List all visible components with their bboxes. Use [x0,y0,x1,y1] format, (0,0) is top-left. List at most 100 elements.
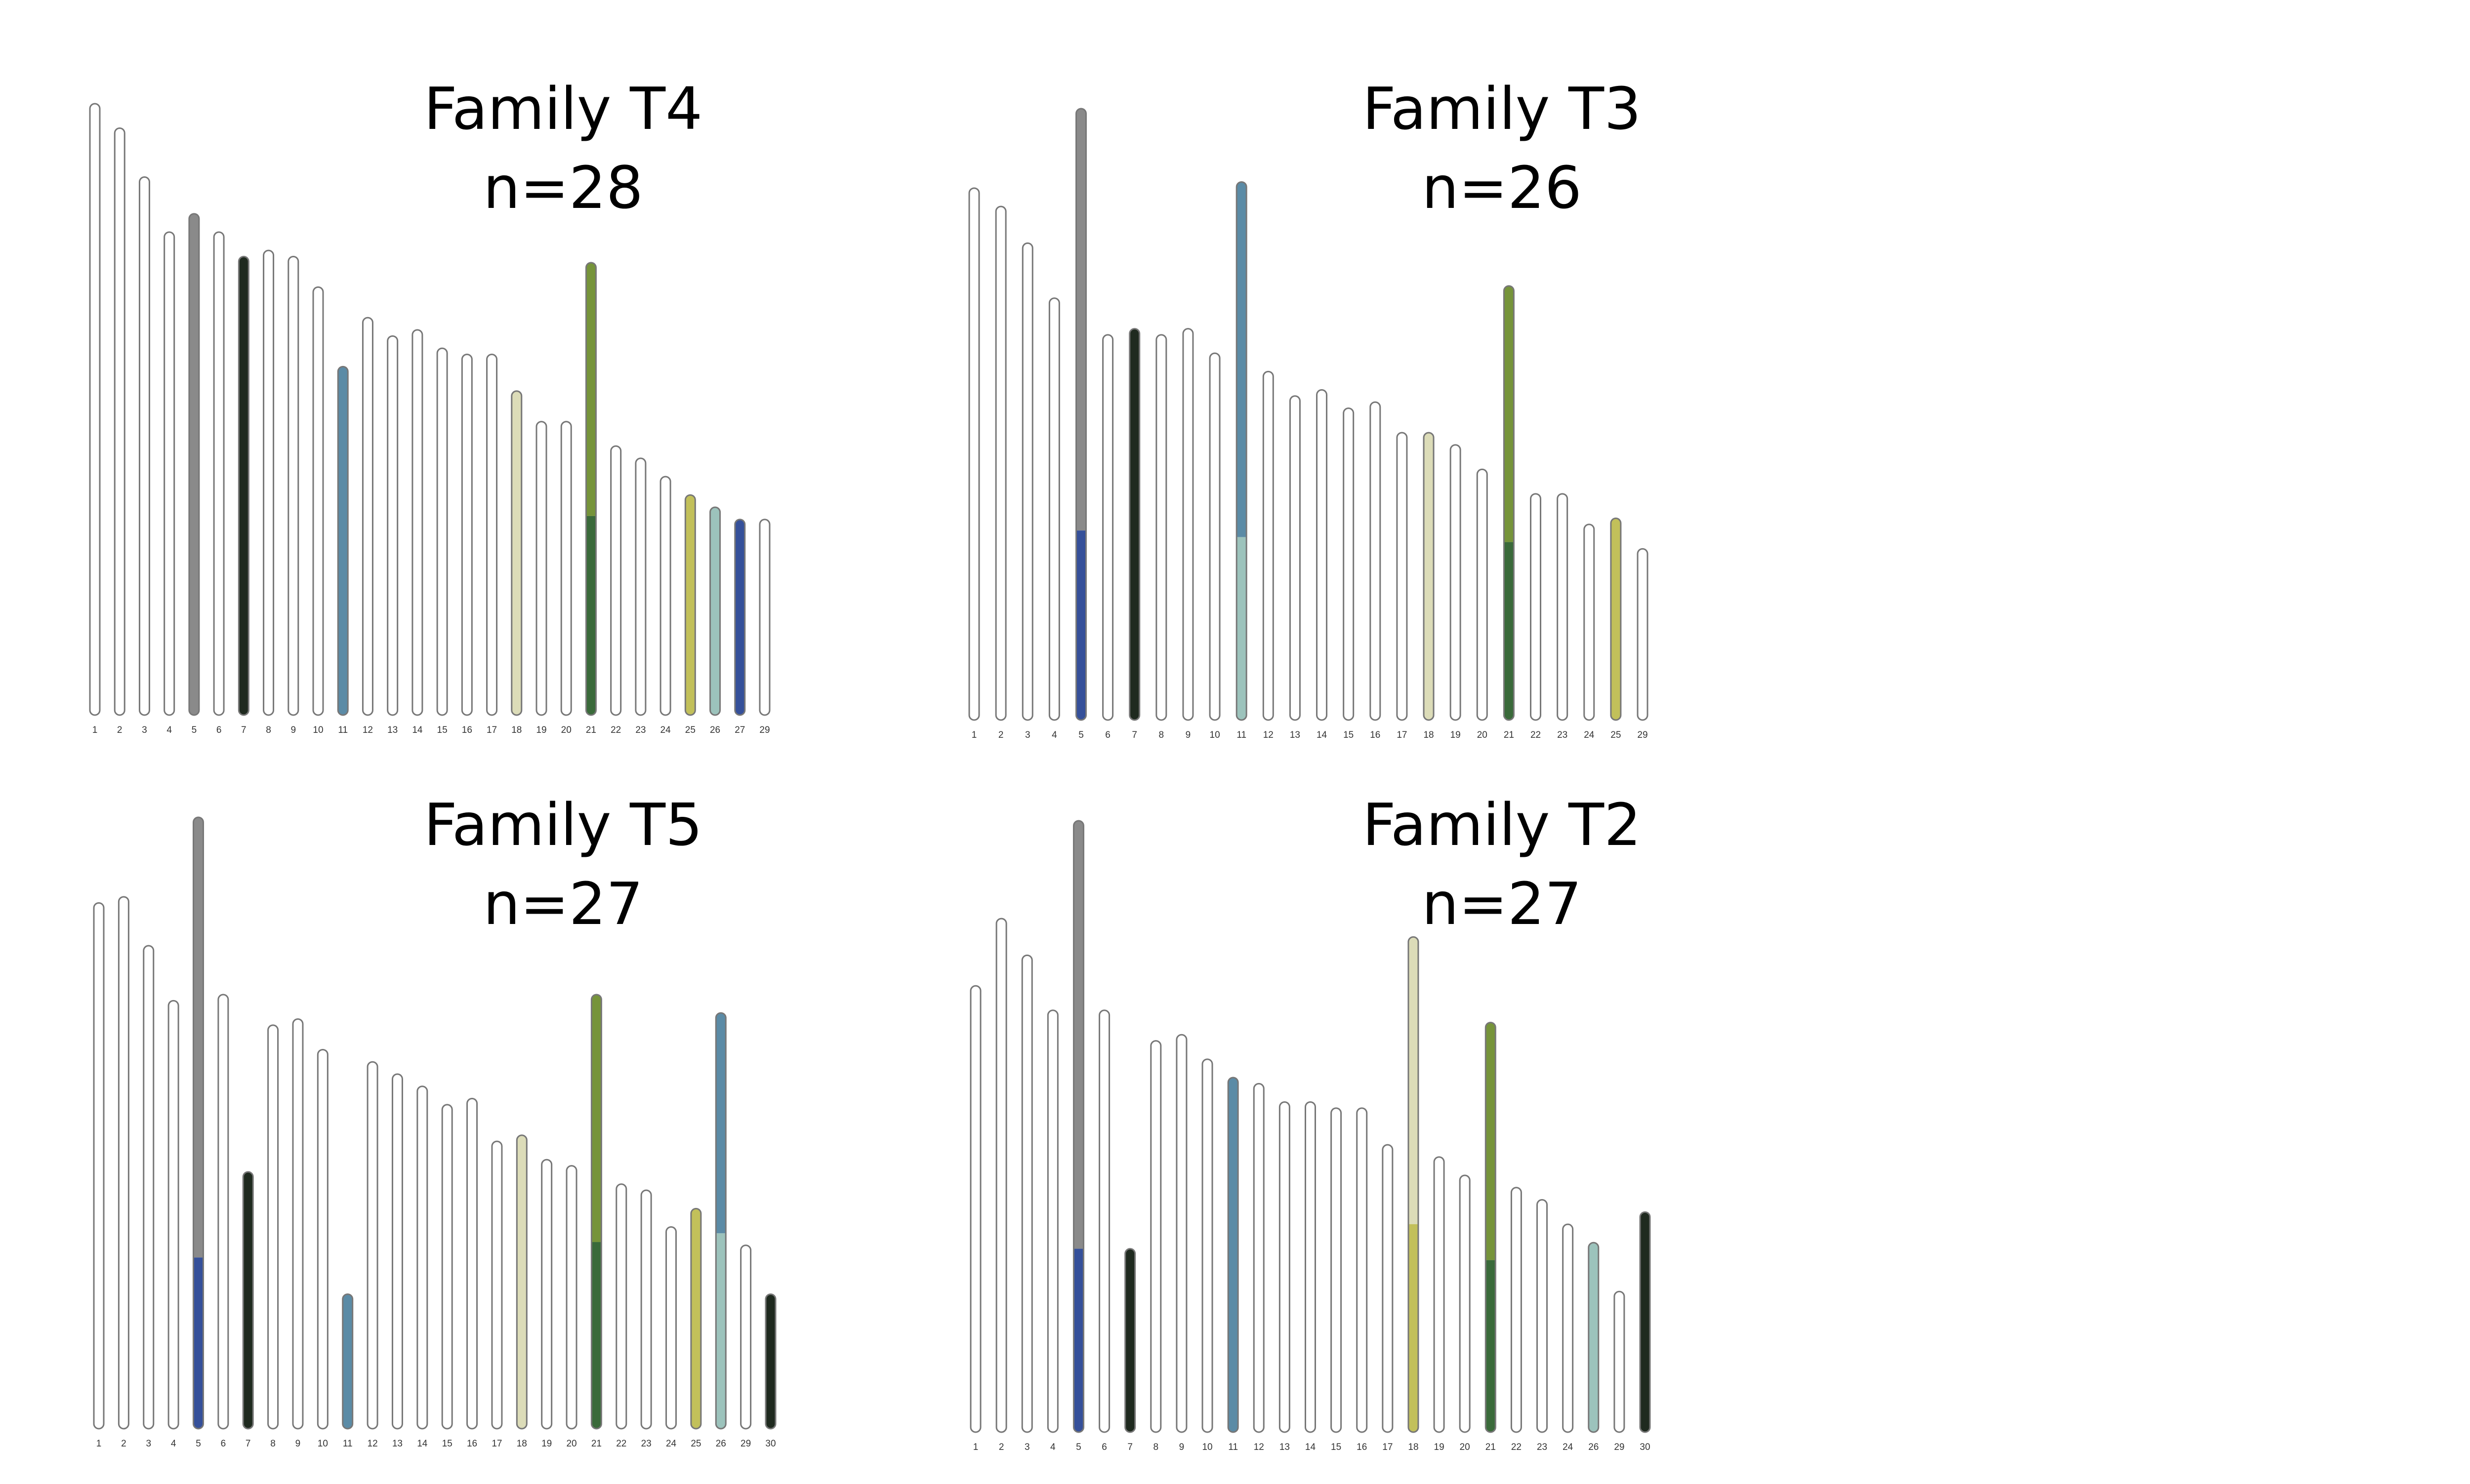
chromosome-3: 3 [138,176,150,735]
chromosome-outline [740,1244,752,1430]
chromosome-label: 17 [492,1439,502,1449]
chromosome-segment-olive [1504,286,1514,542]
chromosome-11: 11 [337,365,349,735]
chromosome-label: 4 [1052,730,1057,740]
chromosome-body [417,1086,427,1429]
chromosome-4: 4 [167,1000,179,1449]
chromosome-outline [560,421,572,716]
chromosome-label: 11 [338,725,348,735]
chromosome-outline [1613,1290,1625,1433]
chromosome-body [268,1025,278,1429]
chromosome-label: 5 [192,725,197,735]
chromosome-1: 1 [93,902,105,1449]
chromosome-label: 20 [1460,1442,1470,1452]
chromosome-segment-steelblue [1236,182,1247,537]
chromosome-8: 8 [263,249,275,735]
chromosome-23: 23 [635,457,647,735]
chromosome-18: 18 [1423,432,1435,740]
chromosome-body [1103,335,1113,720]
chromosome-outline [491,1140,503,1430]
chromosome-outline [1503,285,1515,721]
chromosome-segment-darkgreen [1504,542,1514,720]
chromosome-label: 2 [121,1439,126,1449]
chromosome-9: 9 [1176,1034,1188,1452]
chromosome-segment-navy [735,519,745,715]
chromosome-label: 21 [1485,1442,1496,1452]
chromosome-label: 22 [616,1439,626,1449]
chromosome-label: 9 [1179,1442,1185,1452]
chromosome-outline [288,256,299,716]
chromosome-outline [616,1183,627,1430]
chromosome-outline [188,213,200,716]
chromosome-body [1023,243,1033,720]
chromosome-label: 7 [1132,730,1137,740]
chromosome-outline [337,365,349,716]
chromosome-body [412,330,422,715]
chromosome-outline [1557,493,1568,721]
chromosome-16: 16 [466,1097,478,1449]
chromosome-label: 15 [1331,1442,1341,1452]
chromosome-5: 5 [1075,108,1087,740]
chromosome-body [1263,371,1274,720]
chromosome-label: 13 [392,1439,403,1449]
chromosome-label: 12 [1263,730,1274,740]
chromosome-26: 26 [1588,1242,1600,1452]
chromosome-label: 10 [1202,1442,1212,1452]
chromosome-16: 16 [1369,401,1381,740]
chromosome-body [214,232,224,716]
chromosome-body [292,1019,303,1429]
chromosome-body [318,1049,328,1429]
chromosome-label: 25 [691,1439,701,1449]
chromosome-24: 24 [1562,1223,1574,1452]
chromosome-body [1279,1102,1290,1432]
chromosome-outline [1423,432,1435,721]
chromosome-outline [734,519,746,716]
chromosome-outline [1369,401,1381,721]
chromosome-label: 5 [1078,730,1084,740]
chromosome-body [611,446,621,715]
chromosome-outline [684,494,696,716]
chromosome-21: 21 [1503,285,1515,740]
panel-t4-title-block: Family T4 n=28 [385,69,741,227]
chromosome-outline [441,1104,453,1430]
chromosome-body [1563,1224,1573,1432]
panel-t3-title: Family T3 [1362,75,1642,143]
chromosome-label: 29 [741,1439,751,1449]
chromosome-19: 19 [1433,1156,1445,1452]
chromosome-label: 2 [998,730,1004,740]
panel-t3-ideogram: 1 2 3 4 5 6 7 8 9 10 11 12 13 14 15 16 17 18 19 20 21 22 23 24 2… [968,108,1648,740]
chromosome-label: 5 [196,1439,201,1449]
chromosome-3: 3 [143,945,155,1449]
chromosome-outline [1305,1101,1316,1433]
chromosome-17: 17 [1382,1144,1394,1452]
chromosome-body [1254,1083,1264,1432]
chromosome-2: 2 [995,205,1007,740]
chromosome-outline [1150,1040,1162,1433]
chromosome-19: 19 [541,1159,553,1449]
chromosome-22: 22 [1530,493,1542,740]
chromosome-label: 8 [1159,730,1164,740]
chromosome-outline [511,390,523,716]
chromosome-body [442,1104,453,1429]
chromosome-7: 7 [238,256,249,735]
chromosome-segment-steelblue [342,1294,353,1429]
chromosome-18: 18 [516,1134,528,1449]
chromosome-4: 4 [164,231,175,735]
chromosome-label: 8 [266,725,271,735]
chromosome-outline [1075,108,1087,721]
chromosome-segment-khaki [1610,518,1621,720]
chromosome-label: 24 [1563,1442,1573,1452]
chromosome-11: 11 [1227,1077,1239,1452]
chromosome-6: 6 [1102,334,1114,740]
chromosome-outline [1449,444,1461,721]
chromosome-outline [635,457,647,716]
chromosome-label: 24 [1584,730,1595,740]
chromosome-label: 10 [318,1439,328,1449]
chromosome-label: 16 [1370,730,1380,740]
chromosome-body [567,1165,577,1429]
chromosome-label: 14 [412,725,423,735]
chromosome-outline [1316,389,1328,721]
chromosome-body [971,986,981,1432]
chromosome-body [616,1184,626,1429]
chromosome-outline [535,421,547,716]
